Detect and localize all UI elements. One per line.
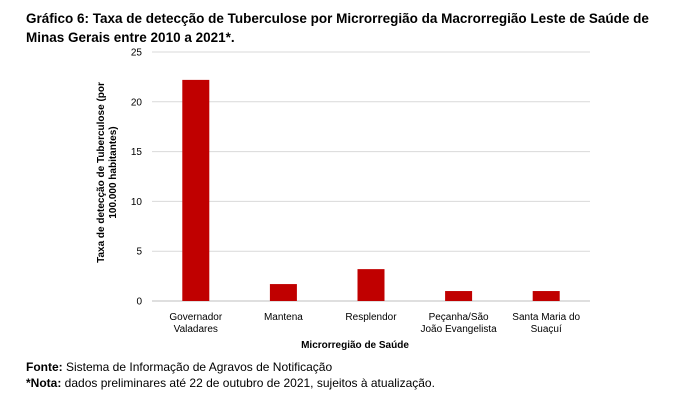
bar (532, 291, 560, 301)
x-tick-label: Peçanha/São (429, 312, 489, 323)
note-text: dados preliminares até 22 de outubro de … (61, 376, 435, 390)
note-label: *Nota: (26, 376, 62, 390)
x-tick-label: João Evangelista (421, 324, 498, 335)
bar (182, 79, 210, 301)
y-tick-label: 10 (131, 197, 143, 208)
x-tick-label: Valadares (174, 324, 218, 335)
x-tick-label: Suaçuí (531, 324, 562, 335)
y-tick-label: 0 (136, 297, 142, 308)
y-tick-label: 25 (131, 48, 143, 59)
x-tick-label: Mantena (264, 312, 303, 323)
note-line: *Nota: dados preliminares até 22 de outu… (26, 375, 435, 391)
bar (357, 269, 385, 301)
bar (269, 284, 297, 301)
chart-title: Gráfico 6: Taxa de detecção de Tuberculo… (26, 11, 649, 45)
x-tick-label: Santa Maria do (512, 312, 580, 323)
gridlines (152, 51, 590, 302)
source-line: Fonte: Sistema de Informação de Agravos … (26, 359, 435, 375)
y-axis-label: Taxa de detecção de Tuberculose (por 100… (96, 82, 119, 263)
y-tick-labels: 0 5 10 15 20 25 (131, 48, 143, 308)
x-tick-label: Governador (169, 312, 222, 323)
x-axis-label: Microrregião de Saúde (301, 340, 409, 351)
source-label: Fonte: (26, 360, 63, 374)
y-tick-label: 5 (136, 247, 142, 258)
bar (445, 291, 473, 301)
source-text: Sistema de Informação de Agravos de Noti… (62, 360, 333, 374)
y-tick-label: 20 (131, 97, 143, 108)
x-tick-label: Resplendor (345, 312, 397, 323)
bars (182, 79, 560, 301)
y-tick-label: 15 (131, 147, 143, 158)
source-notes: Fonte: Sistema de Informação de Agravos … (26, 359, 435, 391)
